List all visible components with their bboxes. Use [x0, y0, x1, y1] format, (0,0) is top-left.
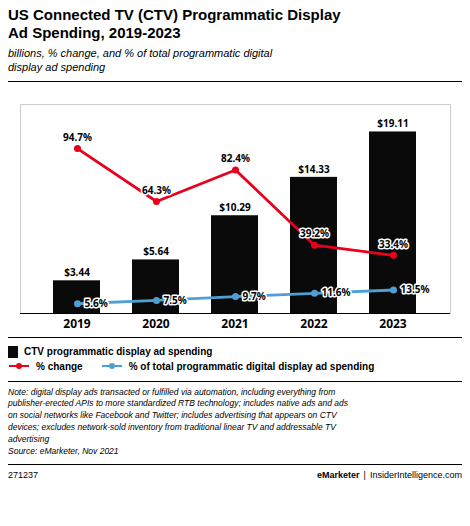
- svg-text:82.4%: 82.4%: [221, 151, 250, 165]
- svg-text:2021: 2021: [221, 315, 248, 332]
- svg-text:2019: 2019: [63, 315, 91, 332]
- svg-text:2022: 2022: [300, 315, 328, 332]
- svg-text:$5.64: $5.64: [143, 244, 169, 258]
- svg-text:64.3%: 64.3%: [142, 182, 171, 196]
- html-text:% change: % change: [36, 360, 83, 372]
- html-text:271237: 271237: [8, 469, 38, 480]
- html-text:eMarketer | InsiderIntelligenc: eMarketer | InsiderIntelligence.com: [317, 469, 462, 480]
- svg-text:94.7%: 94.7%: [63, 129, 92, 143]
- svg-text:2023: 2023: [379, 315, 407, 332]
- svg-text:7.5%: 7.5%: [164, 292, 187, 306]
- html-text:% of total programmatic digita: % of total programmatic digital display …: [128, 360, 375, 372]
- svg-text:39.2%: 39.2%: [300, 226, 329, 240]
- html-text:CTV programmatic display ad sp: CTV programmatic display ad spending: [24, 346, 213, 358]
- svg-text:5.6%: 5.6%: [85, 296, 108, 310]
- svg-text:13.5%: 13.5%: [401, 282, 430, 296]
- html-text:US Connected TV (CTV) Programm: US Connected TV (CTV) Programmatic Displ…: [8, 6, 341, 41]
- html-text:Note: digital display ads tran: Note: digital display ads transacted or …: [8, 386, 348, 456]
- svg-text:9.7%: 9.7%: [243, 288, 266, 302]
- svg-text:33.4%: 33.4%: [379, 236, 408, 250]
- svg-text:2020: 2020: [142, 315, 170, 332]
- svg-text:$19.11: $19.11: [377, 116, 408, 130]
- svg-text:$14.33: $14.33: [298, 161, 330, 175]
- svg-text:$10.29: $10.29: [219, 200, 251, 214]
- svg-text:$3.44: $3.44: [64, 265, 90, 279]
- html-text:billions, % change, and % of t: billions, % change, and % of total progr…: [8, 47, 273, 74]
- svg-text:11.6%: 11.6%: [322, 285, 351, 299]
